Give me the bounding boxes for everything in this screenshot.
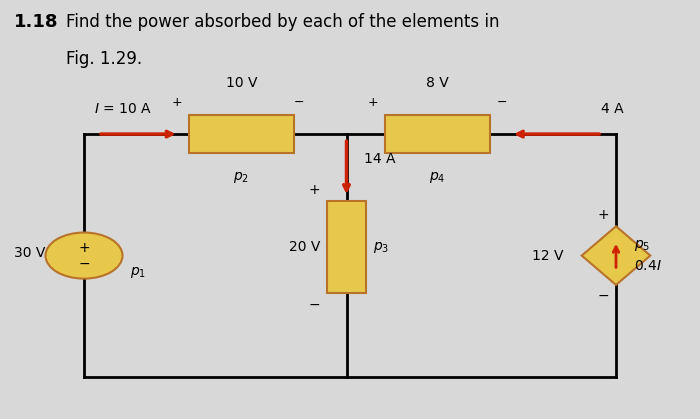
Text: +: + (308, 183, 320, 197)
Text: Find the power absorbed by each of the elements in: Find the power absorbed by each of the e… (66, 13, 500, 31)
Text: +: + (172, 96, 182, 109)
Text: 8 V: 8 V (426, 76, 449, 90)
Text: 4 A: 4 A (601, 102, 624, 116)
Text: 0.4$I$: 0.4$I$ (634, 259, 662, 273)
Text: −: − (597, 289, 609, 303)
Text: 10 V: 10 V (225, 76, 258, 90)
Text: $p_1$: $p_1$ (130, 265, 146, 280)
Text: +: + (78, 241, 90, 255)
Text: 30 V: 30 V (14, 246, 46, 261)
Circle shape (46, 233, 122, 279)
Text: −: − (308, 297, 320, 311)
Text: −: − (497, 96, 508, 109)
Text: $p_3$: $p_3$ (373, 240, 389, 255)
Text: $p_2$: $p_2$ (234, 170, 249, 185)
Text: Fig. 1.29.: Fig. 1.29. (66, 50, 143, 68)
Text: 14 A: 14 A (364, 152, 395, 166)
Bar (327, 201, 366, 293)
Text: +: + (597, 208, 609, 222)
Text: +: + (368, 96, 378, 109)
Text: 1.18: 1.18 (14, 13, 59, 31)
Text: −: − (294, 96, 304, 109)
Bar (385, 115, 490, 153)
Text: $I$ = 10 A: $I$ = 10 A (94, 102, 153, 116)
Text: −: − (78, 257, 90, 271)
Text: $p_4$: $p_4$ (429, 170, 446, 185)
Text: 12 V: 12 V (532, 248, 564, 263)
Text: $p_5$: $p_5$ (634, 238, 650, 253)
Polygon shape (582, 226, 650, 285)
Text: 20 V: 20 V (288, 240, 320, 254)
Bar (189, 115, 294, 153)
